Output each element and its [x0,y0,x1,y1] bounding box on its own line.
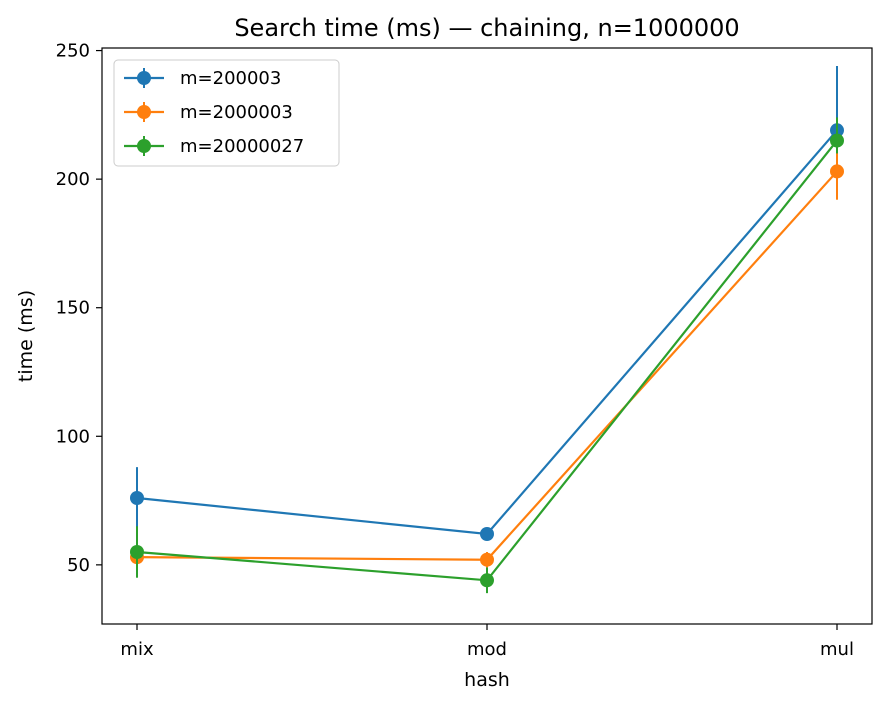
series-1 [130,66,844,541]
data-point-2-mod [480,552,494,567]
legend-marker-3 [137,139,151,153]
y-axis: 50 100 150 200 250 [56,41,102,576]
y-tick-label-250: 250 [56,41,90,62]
series-line-1 [136,129,838,536]
data-point-3-mix [130,545,144,559]
y-axis-label: time (ms) [15,290,37,382]
chart-title: Search time (ms) — chaining, n=1000000 [234,14,739,42]
legend-entry-1: m=200003 [124,68,281,89]
y-tick-label-200: 200 [56,169,90,190]
data-point-2-mul [830,164,844,179]
plot-area [130,66,844,594]
legend-label-2: m=2000003 [180,102,293,123]
data-point-3-mul [830,133,844,148]
series-2 [130,143,844,568]
x-tick-label-mix: mix [120,639,154,660]
x-tick-label-mod: mod [467,639,507,660]
legend-label-1: m=200003 [180,68,281,89]
data-point-1-mod [480,527,494,541]
x-axis: mix mod mul [120,624,854,660]
y-tick-label-100: 100 [56,426,90,447]
series-3 [130,117,844,594]
y-tick-label-150: 150 [56,298,90,319]
data-point-1-mix [130,491,144,505]
data-point-3-mod [480,573,494,588]
y-tick-label-50: 50 [67,555,90,576]
legend-box [113,59,340,167]
legend-label-3: m=20000027 [180,136,304,157]
legend-marker-2 [137,105,151,119]
legend-entry-3: m=20000027 [124,136,304,157]
series-line-3 [136,139,838,582]
legend-entry-2: m=2000003 [124,102,293,123]
legend-marker-1 [137,71,151,85]
x-tick-label-mul: mul [820,639,854,660]
legend: m=200003 m=2000003 m=20000027 [113,59,340,167]
x-axis-label: hash [464,669,510,691]
series-line-2 [136,170,838,561]
